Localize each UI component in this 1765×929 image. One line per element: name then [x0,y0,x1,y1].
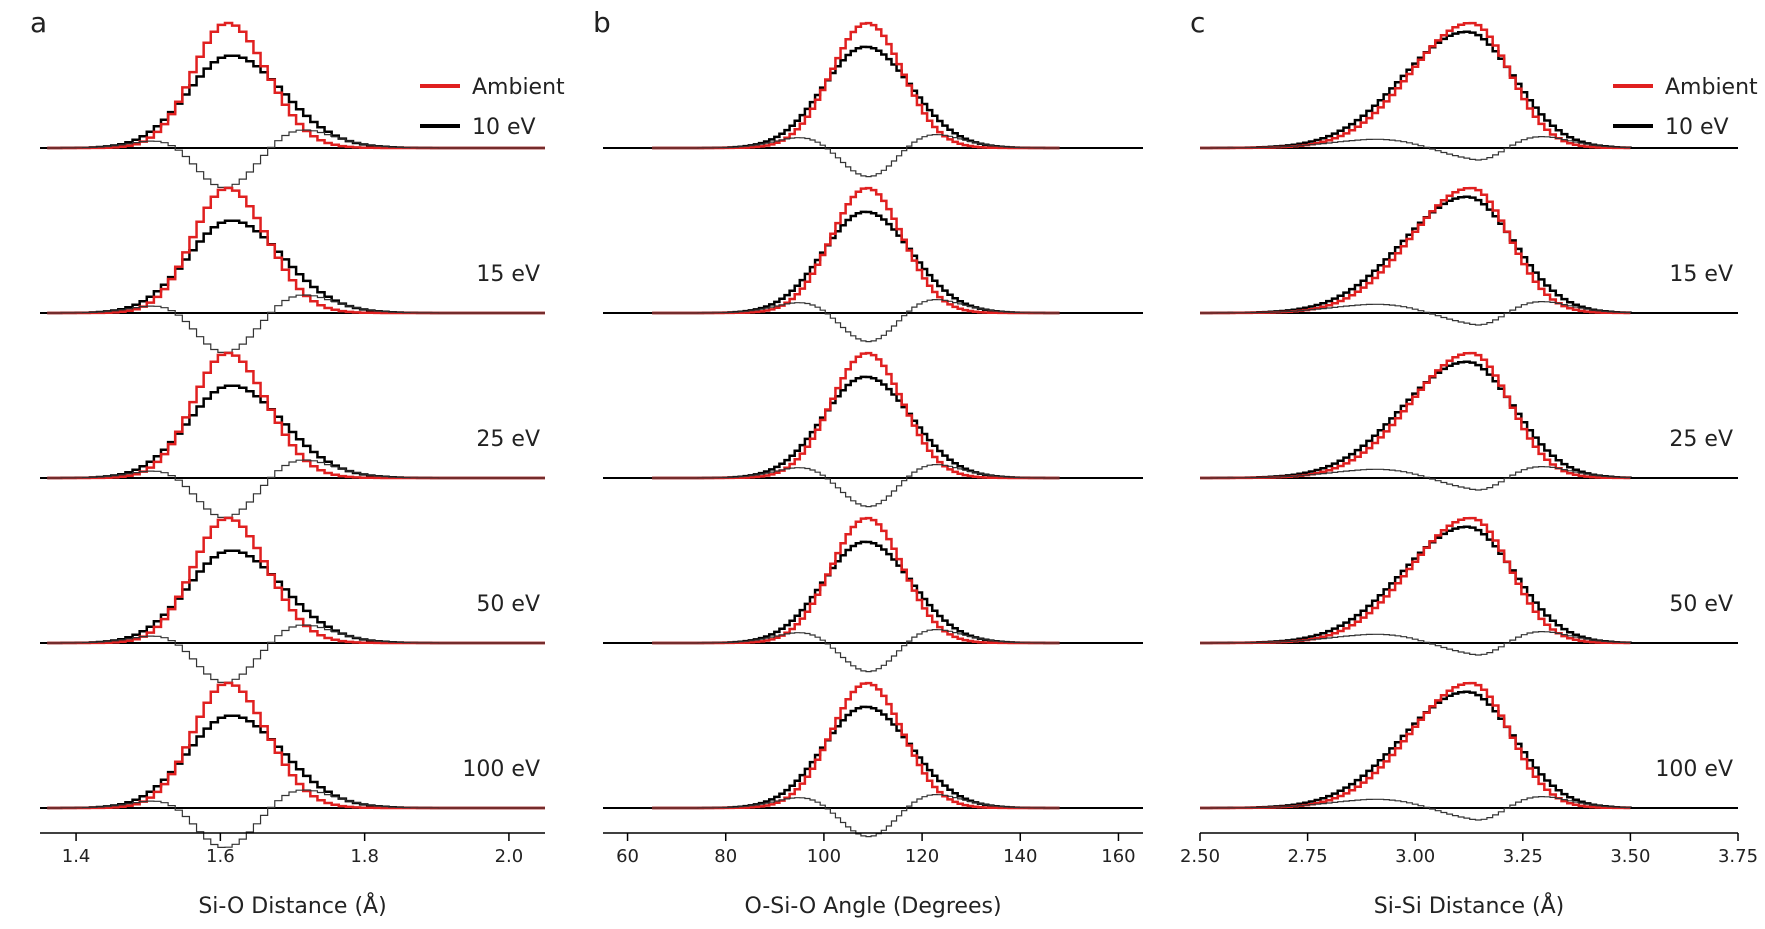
x-tick-label-b-1: 80 [714,846,737,867]
x-tick-label-a-2: 1.8 [350,846,379,867]
series-irradiated-c-1 [1200,195,1632,315]
energy-label-a-2: 25 eV [476,427,540,452]
x-tick-label-b-3: 120 [905,846,939,867]
series-ambient-b-1 [652,186,1060,315]
series-ambient-c-1 [1200,186,1631,315]
series-difference-a-0 [47,129,545,188]
series-difference-c-2 [1200,466,1631,491]
x-tick-label-c-1: 2.75 [1288,846,1328,867]
series-difference-b-1 [652,299,1060,343]
series-difference-a-1 [47,294,545,353]
series-irradiated-b-3 [652,540,1060,645]
series-difference-b-2 [652,464,1060,508]
series-difference-a-3 [47,624,545,683]
x-tick-label-b-2: 100 [807,846,841,867]
energy-label-a-1: 15 eV [476,262,540,287]
series-ambient-b-2 [652,351,1060,480]
series-irradiated-b-0 [652,45,1060,150]
series-ambient-c-4 [1200,681,1631,810]
series-difference-b-4 [652,794,1060,838]
x-tick-label-c-3: 3.25 [1503,846,1543,867]
series-irradiated-a-3 [47,549,545,645]
x-tick-label-a-1: 1.6 [206,846,235,867]
x-tick-label-c-5: 3.75 [1718,846,1758,867]
series-ambient-b-0 [652,21,1060,150]
energy-label-c-2: 25 eV [1669,427,1733,452]
energy-label-a-4: 100 eV [462,757,540,782]
x-tick-label-a-0: 1.4 [62,846,91,867]
series-difference-a-4 [47,789,545,848]
panel-letter-c: c [1190,6,1205,39]
series-difference-b-0 [652,134,1060,178]
series-difference-b-3 [652,629,1060,673]
legend-label-irradiated-c: 10 eV [1665,115,1729,140]
legend-label-irradiated-a: 10 eV [472,115,536,140]
x-tick-label-c-2: 3.00 [1395,846,1435,867]
series-difference-c-4 [1200,796,1631,821]
series-irradiated-a-1 [47,219,545,315]
series-ambient-a-0 [47,21,545,150]
series-difference-c-1 [1200,301,1631,326]
legend-label-ambient-c: Ambient [1665,75,1758,100]
series-irradiated-b-1 [652,210,1060,315]
series-ambient-b-4 [652,681,1060,810]
x-tick-label-c-4: 3.50 [1610,846,1650,867]
x-axis-title-b: O-Si-O Angle (Degrees) [744,894,1001,919]
series-ambient-a-1 [47,186,545,315]
panel-letter-b: b [593,6,611,39]
x-tick-label-b-0: 60 [616,846,639,867]
series-irradiated-b-2 [652,375,1060,480]
x-tick-label-a-3: 2.0 [495,846,524,867]
energy-label-a-3: 50 eV [476,592,540,617]
energy-label-c-3: 50 eV [1669,592,1733,617]
series-irradiated-c-0 [1200,30,1632,150]
series-irradiated-c-4 [1200,690,1632,810]
series-ambient-c-2 [1200,351,1631,480]
x-axis-title-c: Si-Si Distance (Å) [1374,892,1565,919]
series-difference-a-2 [47,459,545,518]
series-irradiated-c-2 [1200,360,1632,480]
x-tick-label-c-0: 2.50 [1180,846,1220,867]
series-irradiated-a-0 [47,54,545,150]
series-ambient-c-3 [1200,516,1631,645]
series-ambient-a-3 [47,516,545,645]
series-ambient-a-2 [47,351,545,480]
series-ambient-a-4 [47,681,545,810]
series-ambient-c-0 [1200,21,1631,150]
x-axis-title-a: Si-O Distance (Å) [198,892,386,919]
legend-label-ambient-a: Ambient [472,75,565,100]
energy-label-c-1: 15 eV [1669,262,1733,287]
series-difference-c-0 [1200,136,1631,161]
x-tick-label-b-4: 140 [1003,846,1037,867]
panel-letter-a: a [30,6,47,39]
series-irradiated-a-2 [47,384,545,480]
series-irradiated-c-3 [1200,525,1632,645]
series-irradiated-b-4 [652,705,1060,810]
x-tick-label-b-5: 160 [1101,846,1135,867]
energy-label-c-4: 100 eV [1655,757,1733,782]
series-ambient-b-3 [652,516,1060,645]
series-difference-c-3 [1200,631,1631,656]
